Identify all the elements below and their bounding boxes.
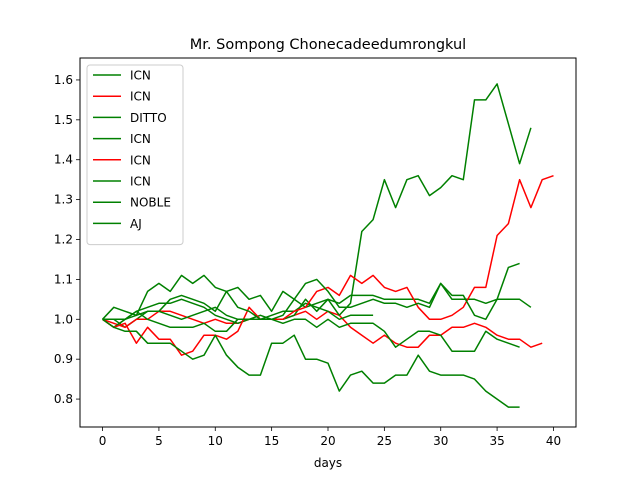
legend-label: ICN <box>130 175 151 189</box>
legend-label: AJ <box>130 217 142 231</box>
y-tick-label: 1.2 <box>54 233 73 247</box>
series-line-5 <box>102 174 554 356</box>
legend: ICN ICN DITTO ICN ICN ICN NOBLE AJ <box>86 64 184 246</box>
legend-label: ICN <box>130 153 151 167</box>
series-line-7 <box>102 318 520 408</box>
legend-label: ICN <box>130 132 151 146</box>
legend-label: DITTO <box>130 111 167 125</box>
y-tick-label: 0.8 <box>54 392 73 406</box>
legend-box <box>86 64 184 246</box>
x-tick-label: 30 <box>433 434 448 448</box>
x-axis-label: days <box>314 456 342 470</box>
series-line-2 <box>102 310 543 348</box>
legend-label: ICN <box>130 90 151 104</box>
series-line-3 <box>102 298 374 329</box>
series-line-6 <box>101 262 520 321</box>
series-line-8 <box>102 310 520 352</box>
y-tick-label: 1.6 <box>54 73 73 87</box>
series-layer <box>101 83 554 408</box>
x-tick-label: 20 <box>320 434 335 448</box>
chart-title: Mr. Sompong Chonecadeedumrongkul <box>190 37 466 53</box>
y-tick-label: 1.5 <box>54 113 73 127</box>
x-tick-label: 15 <box>264 434 279 448</box>
y-tick-label: 0.9 <box>54 352 73 366</box>
y-tick-label: 1.1 <box>54 272 73 286</box>
x-tick-label: 10 <box>208 434 223 448</box>
x-tick-label: 40 <box>546 434 561 448</box>
x-tick-label: 0 <box>99 434 107 448</box>
x-tick-label: 25 <box>377 434 392 448</box>
series-line-4 <box>102 83 532 329</box>
legend-label: NOBLE <box>130 196 171 210</box>
y-tick-label: 1.0 <box>54 312 73 326</box>
x-axis: 0 5 10 15 20 25 30 35 40 <box>99 427 561 448</box>
x-tick-label: 5 <box>155 434 163 448</box>
y-tick-label: 1.3 <box>54 193 73 207</box>
y-tick-label: 1.4 <box>54 153 73 167</box>
y-axis: 0.8 0.9 1.0 1.1 1.2 1.3 1.4 1.5 1.6 <box>54 73 80 406</box>
legend-label: ICN <box>130 69 151 83</box>
series-line-1 <box>102 282 532 329</box>
x-tick-label: 35 <box>489 434 504 448</box>
